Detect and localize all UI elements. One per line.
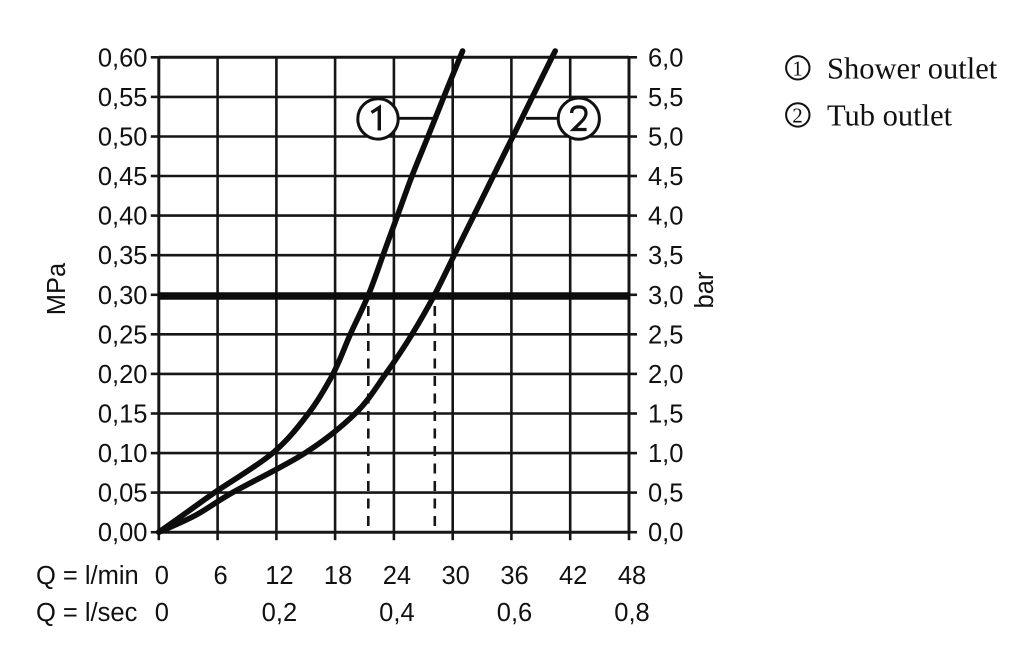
svg-text:3,5: 3,5	[648, 242, 683, 270]
svg-text:0,55: 0,55	[98, 84, 148, 112]
svg-text:3,0: 3,0	[648, 282, 683, 310]
svg-text:0,20: 0,20	[98, 361, 148, 389]
svg-text:0: 0	[155, 599, 169, 627]
svg-text:0,35: 0,35	[98, 242, 148, 270]
svg-text:0: 0	[155, 562, 169, 590]
svg-text:0,00: 0,00	[98, 519, 148, 547]
svg-text:12: 12	[265, 562, 293, 590]
svg-text:0,60: 0,60	[98, 44, 148, 72]
svg-text:Q = l/sec: Q = l/sec	[36, 599, 138, 627]
svg-text:0,6: 0,6	[497, 599, 532, 627]
svg-text:1,0: 1,0	[648, 440, 683, 468]
svg-text:6,0: 6,0	[648, 44, 683, 72]
svg-text:0,45: 0,45	[98, 163, 148, 191]
svg-text:0,40: 0,40	[98, 203, 148, 231]
svg-text:5,5: 5,5	[648, 84, 683, 112]
svg-text:1,5: 1,5	[648, 401, 683, 429]
svg-text:1: 1	[792, 56, 803, 80]
svg-text:5,0: 5,0	[648, 124, 683, 152]
svg-text:Q = l/min: Q = l/min	[36, 562, 139, 590]
svg-text:0,15: 0,15	[98, 401, 148, 429]
svg-text:0,10: 0,10	[98, 440, 148, 468]
svg-text:0,30: 0,30	[98, 282, 148, 310]
svg-text:bar: bar	[691, 271, 719, 308]
svg-text:0,8: 0,8	[614, 599, 649, 627]
svg-text:4,5: 4,5	[648, 163, 683, 191]
svg-text:30: 30	[442, 562, 470, 590]
svg-text:6: 6	[214, 562, 228, 590]
svg-text:0,05: 0,05	[98, 480, 148, 508]
svg-text:48: 48	[618, 562, 646, 590]
svg-text:24: 24	[383, 562, 411, 590]
svg-text:0,25: 0,25	[98, 321, 148, 349]
svg-text:36: 36	[500, 562, 528, 590]
svg-text:2: 2	[792, 103, 803, 127]
svg-text:18: 18	[324, 562, 352, 590]
svg-text:0,50: 0,50	[98, 124, 148, 152]
svg-text:42: 42	[559, 562, 587, 590]
svg-text:Shower outlet: Shower outlet	[827, 52, 998, 86]
svg-text:2,0: 2,0	[648, 361, 683, 389]
svg-text:0,0: 0,0	[648, 519, 683, 547]
svg-text:0,5: 0,5	[648, 480, 683, 508]
svg-text:0,2: 0,2	[262, 599, 297, 627]
svg-text:4,0: 4,0	[648, 203, 683, 231]
svg-text:MPa: MPa	[43, 262, 71, 315]
svg-text:0,4: 0,4	[379, 599, 414, 627]
svg-text:2,5: 2,5	[648, 321, 683, 349]
svg-text:Tub outlet: Tub outlet	[827, 99, 953, 133]
